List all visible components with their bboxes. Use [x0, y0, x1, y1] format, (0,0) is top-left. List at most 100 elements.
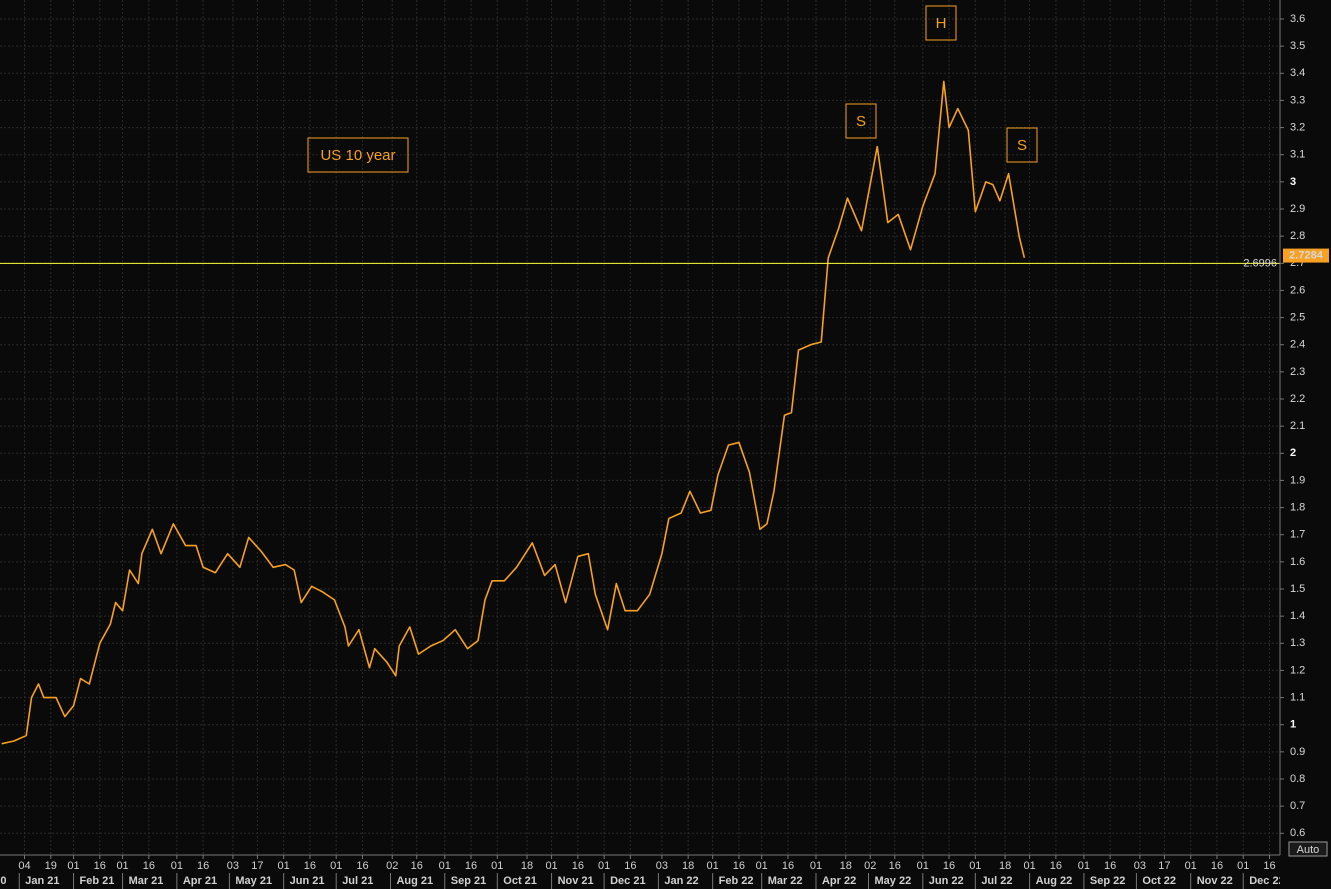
x-tick-label: 01 [439, 860, 451, 872]
annotations: US 10 year S H S [307, 5, 1038, 173]
y-tick-label: 3.2 [1290, 121, 1305, 133]
month-label: Apr 22 [822, 875, 856, 887]
x-tick-label: 18 [999, 860, 1011, 872]
month-label: May 22 [875, 875, 912, 887]
grid [0, 0, 1280, 855]
y-tick-label: 0.9 [1290, 746, 1305, 758]
x-tick-label: 01 [598, 860, 610, 872]
y-tick-label: 3.4 [1290, 67, 1305, 79]
x-tick-label: 18 [521, 860, 533, 872]
x-tick-label: 01 [1185, 860, 1197, 872]
x-tick-label: 02 [386, 860, 398, 872]
last-value-label: 2.7284 [1289, 249, 1324, 261]
x-tick-label: 01 [330, 860, 342, 872]
month-label: Jun 21 [290, 875, 325, 887]
month-label: Jul 22 [981, 875, 1012, 887]
x-tick-label: 16 [304, 860, 316, 872]
y-tick-label: 2.9 [1290, 203, 1305, 215]
annotation-text: US 10 year [320, 147, 395, 164]
x-tick-label: 16 [356, 860, 368, 872]
y-tick-label: 1.6 [1290, 556, 1305, 568]
month-label: Feb 21 [80, 875, 115, 887]
month-label: Feb 22 [719, 875, 754, 887]
month-label: Jan 21 [25, 875, 59, 887]
month-label: May 21 [235, 875, 272, 887]
y-tick-label: 3.1 [1290, 149, 1305, 161]
month-label: Jul 21 [342, 875, 373, 887]
month-label: Jun 22 [929, 875, 964, 887]
x-tick-label: 18 [840, 860, 852, 872]
price-line [1, 80, 1026, 745]
x-tick-label: 16 [197, 860, 209, 872]
y-tick-label: 3.6 [1290, 13, 1305, 25]
x-tick-label: 16 [94, 860, 106, 872]
y-tick-label: 2.6 [1290, 284, 1305, 296]
x-tick-label: 16 [624, 860, 636, 872]
annotation-box [307, 137, 409, 173]
month-label: Sep 22 [1090, 875, 1125, 887]
annotation-box [1006, 127, 1038, 163]
x-tick-label: 01 [545, 860, 557, 872]
y-tick-label: 1 [1290, 719, 1296, 731]
x-tick-label: 01 [707, 860, 719, 872]
x-tick-label: 17 [1158, 860, 1170, 872]
auto-button[interactable] [1288, 841, 1328, 857]
month-label: Mar 22 [768, 875, 803, 887]
month-label: Nov 22 [1197, 875, 1233, 887]
x-tick-label: 01 [917, 860, 929, 872]
x-tick-label: 04 [18, 860, 30, 872]
month-label: Aug 22 [1036, 875, 1073, 887]
month-label: Aug 21 [396, 875, 433, 887]
y-tick-label: 0.8 [1290, 773, 1305, 785]
y-tick-label: 2 [1290, 447, 1296, 459]
y-tick-label: 1.9 [1290, 474, 1305, 486]
x-tick-label: 03 [227, 860, 239, 872]
x-tick-label: 02 [864, 860, 876, 872]
x-tick-label: 19 [45, 860, 57, 872]
last-value-tag [1283, 248, 1329, 263]
x-tick-label: 16 [943, 860, 955, 872]
y-tick-label: 3.5 [1290, 40, 1305, 52]
x-tick-label: 01 [1023, 860, 1035, 872]
x-tick-label: 03 [1134, 860, 1146, 872]
auto-button-label[interactable]: Auto [1297, 844, 1320, 856]
x-tick-label: 01 [116, 860, 128, 872]
x-tick-label: 01 [756, 860, 768, 872]
annotation-text: S [1017, 137, 1027, 154]
x-tick-label: 16 [465, 860, 477, 872]
month-label: Jan 22 [664, 875, 698, 887]
month-label: Dec 22 [1249, 875, 1284, 887]
x-tick-label: 16 [889, 860, 901, 872]
x-tick-label: 16 [1263, 860, 1275, 872]
x-tick-label: 16 [782, 860, 794, 872]
x-tick-label: 01 [278, 860, 290, 872]
y-tick-label: 1.5 [1290, 583, 1305, 595]
x-tick-label: 16 [411, 860, 423, 872]
month-label: Sep 21 [451, 875, 486, 887]
month-label: Dec 21 [610, 875, 645, 887]
annotation-text: H [936, 15, 947, 32]
x-tick-label: 01 [810, 860, 822, 872]
annotation-box [845, 103, 877, 139]
x-tick-label: 18 [682, 860, 694, 872]
reference-label: 2.6996 [1243, 257, 1277, 269]
month-label: Apr 21 [183, 875, 217, 887]
x-tick-label: 16 [1104, 860, 1116, 872]
x-axis: 04 19 01 16 01 16 01 16 03 17 01 16 01 16 02 16 01 16 01 18… [0, 855, 1284, 889]
y-tick-label: 1.8 [1290, 501, 1305, 513]
x-tick-label: 01 [969, 860, 981, 872]
month-label: Mar 21 [129, 875, 164, 887]
y-tick-label: 0.7 [1290, 800, 1305, 812]
x-tick-label: 16 [733, 860, 745, 872]
y-tick-label: 2.4 [1290, 339, 1305, 351]
y-axis: 0.6 0.7 0.8 0.9 1 1.1 1.2 1.3 1.4 1.5 1.6 1.7 1.8 1.9… [1280, 13, 1305, 839]
y-tick-label: 2.3 [1290, 366, 1305, 378]
month-label: Dec 20 [0, 875, 6, 887]
y-tick-label: 2.8 [1290, 230, 1305, 242]
month-label: Oct 21 [503, 875, 537, 887]
y-tick-label: 1.2 [1290, 664, 1305, 676]
x-tick-label: 01 [1078, 860, 1090, 872]
plot-area [0, 80, 1280, 745]
